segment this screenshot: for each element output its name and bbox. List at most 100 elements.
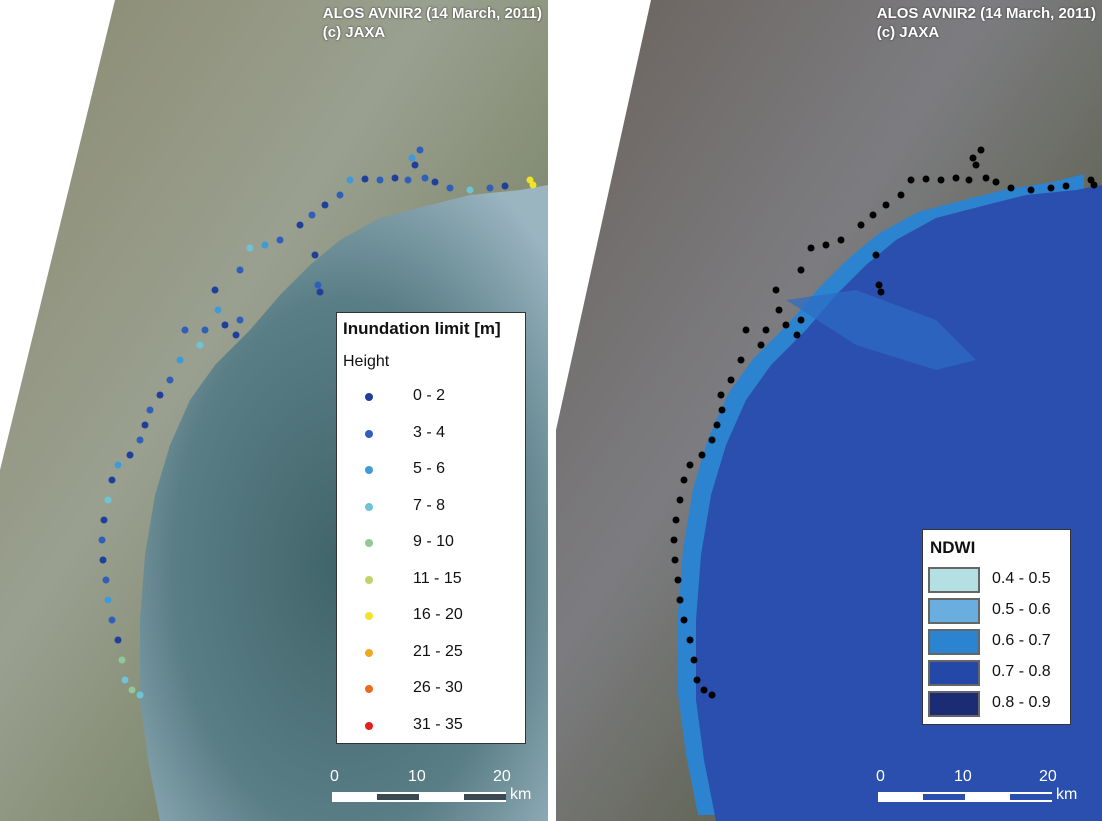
legend-swatch — [928, 629, 980, 655]
inundation-point — [877, 288, 885, 296]
inundation-point — [737, 356, 745, 364]
legend-title: Inundation limit [m] — [343, 319, 501, 338]
legend-label: 7 - 8 — [413, 496, 446, 514]
inundation-point — [408, 154, 416, 162]
legend-label: 0.8 - 0.9 — [992, 694, 1051, 711]
inundation-point — [793, 331, 801, 339]
legend-label: 0 - 2 — [413, 387, 446, 404]
legend-dot-icon — [365, 648, 373, 657]
inundation-point — [727, 376, 735, 384]
legend-label: 0.7 - 0.8 — [992, 663, 1051, 680]
legend-dot-icon — [365, 502, 373, 511]
inundation-point — [670, 536, 678, 544]
inundation-point — [529, 181, 537, 189]
ndwi-legend: NDWI 0.4 - 0.5 0.5 - 0.6 0.6 - 0.7 0.7 - 0.… — [922, 529, 1071, 725]
inundation-point — [99, 556, 107, 564]
legend-dot-icon — [365, 429, 373, 438]
inundation-point — [146, 406, 154, 414]
legend-label: 9 - 10 — [413, 533, 454, 550]
inundation-point — [977, 146, 985, 154]
inundation-point — [822, 241, 830, 249]
inundation-point — [742, 326, 750, 334]
inundation-point — [246, 244, 254, 252]
legend-swatch — [928, 691, 980, 717]
inundation-point — [718, 406, 726, 414]
inundation-point — [680, 616, 688, 624]
inundation-point — [141, 421, 149, 429]
legend-label: 0.5 - 0.6 — [992, 601, 1051, 618]
inundation-point — [114, 636, 122, 644]
inundation-point — [314, 281, 322, 289]
legend-swatch — [928, 567, 980, 593]
inundation-point — [236, 266, 244, 274]
inundation-point — [391, 174, 399, 182]
inundation-point — [1090, 181, 1098, 189]
image-credit: ALOS AVNIR2 (14 March, 2011) (c) JAXA — [877, 4, 1096, 42]
inundation-point — [346, 176, 354, 184]
inundation-point — [875, 281, 883, 289]
inundation-point — [797, 316, 805, 324]
inundation-point — [922, 175, 930, 183]
inundation-point — [693, 676, 701, 684]
inundation-point — [100, 516, 108, 524]
inundation-point — [674, 576, 682, 584]
inundation-point — [176, 356, 184, 364]
inundation-point — [907, 176, 915, 184]
image-credit: ALOS AVNIR2 (14 March, 2011) (c) JAXA — [323, 4, 542, 42]
legend-dot-icon — [365, 685, 373, 693]
scale-label: 0 — [876, 768, 885, 785]
inundation-points — [98, 146, 537, 699]
inundation-point — [421, 174, 429, 182]
inundation-point — [211, 286, 219, 294]
inundation-point — [807, 244, 815, 252]
inundation-point — [376, 176, 384, 184]
inundation-point — [166, 376, 174, 384]
inundation-point — [837, 236, 845, 244]
inundation-point — [772, 286, 780, 294]
inundation-point — [114, 461, 122, 469]
legend-label: 3 - 4 — [413, 423, 446, 441]
inundation-point — [757, 341, 765, 349]
legend-label: 0.6 - 0.7 — [992, 632, 1051, 649]
inundation-point — [118, 656, 126, 664]
inundation-point — [108, 616, 116, 624]
inundation-point — [965, 176, 973, 184]
credit-line: ALOS AVNIR2 (14 March, 2011) — [876, 5, 1096, 22]
inundation-point — [221, 321, 229, 329]
legend-label: 21 - 25 — [413, 642, 463, 660]
inundation-point — [698, 451, 706, 459]
inundation-point — [1047, 184, 1055, 192]
legend-title: NDWI — [930, 538, 976, 557]
inundation-point — [1007, 184, 1015, 192]
inundation-point — [775, 306, 783, 314]
scale-label: 10 — [954, 768, 972, 785]
inundation-point — [762, 326, 770, 334]
inundation-point — [232, 331, 240, 339]
legend-swatch — [928, 660, 980, 686]
inundation-point — [98, 536, 106, 544]
inundation-point — [201, 326, 209, 334]
inundation-point — [102, 576, 110, 584]
inundation-point — [308, 211, 316, 219]
inundation-points-black — [670, 146, 1098, 699]
inundation-point — [311, 251, 319, 259]
scale-label: 0 — [330, 768, 339, 785]
inundation-point — [411, 161, 419, 169]
inundation-point — [797, 266, 805, 274]
inundation-point — [336, 191, 344, 199]
inundation-point — [128, 686, 136, 694]
inundation-point — [104, 596, 112, 604]
credit-line: (c) JAXA — [876, 24, 940, 41]
inundation-point — [136, 436, 144, 444]
inundation-point — [1062, 182, 1070, 190]
inundation-point — [181, 326, 189, 334]
inundation-point — [361, 175, 369, 183]
legend-swatch — [928, 598, 980, 624]
credit-line: (c) JAXA — [322, 24, 386, 41]
inundation-point — [1027, 186, 1035, 194]
inundation-point — [321, 201, 329, 209]
scale-label: 20 — [1039, 768, 1057, 785]
legend-dot-icon — [365, 612, 373, 620]
inundation-point — [897, 191, 905, 199]
inundation-point — [700, 686, 708, 694]
